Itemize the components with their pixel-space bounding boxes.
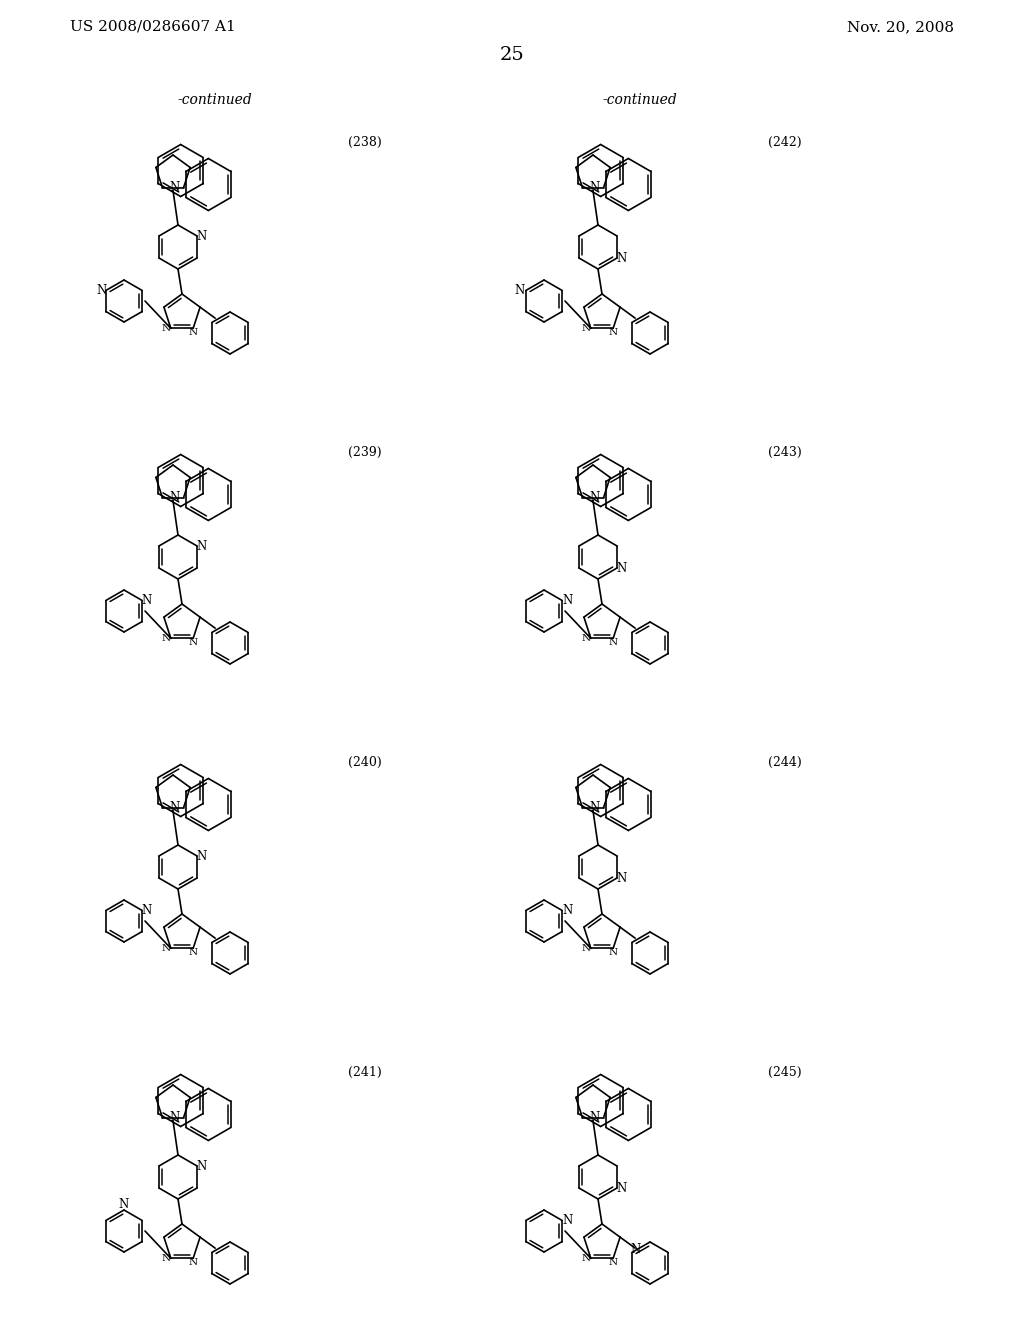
Text: N: N	[590, 1111, 600, 1125]
Text: N: N	[196, 540, 206, 553]
Text: N: N	[161, 634, 170, 643]
Text: 25: 25	[500, 46, 524, 63]
Text: N: N	[615, 871, 627, 884]
Text: N: N	[141, 904, 152, 917]
Text: N: N	[188, 1258, 198, 1267]
Text: N: N	[615, 561, 627, 574]
Text: (239): (239)	[348, 446, 382, 458]
Text: N: N	[608, 948, 617, 957]
Text: N: N	[119, 1197, 129, 1210]
Text: N: N	[170, 491, 180, 504]
Text: N: N	[631, 1243, 641, 1257]
Text: N: N	[582, 944, 591, 953]
Text: (240): (240)	[348, 755, 382, 768]
Text: N: N	[608, 327, 617, 337]
Text: (241): (241)	[348, 1065, 382, 1078]
Text: -continued: -continued	[177, 92, 252, 107]
Text: N: N	[582, 634, 591, 643]
Text: N: N	[188, 327, 198, 337]
Text: -continued: -continued	[603, 92, 677, 107]
Text: N: N	[188, 948, 198, 957]
Text: (244): (244)	[768, 755, 802, 768]
Text: (238): (238)	[348, 136, 382, 149]
Text: N: N	[141, 594, 152, 607]
Text: N: N	[615, 1181, 627, 1195]
Text: N: N	[196, 850, 206, 862]
Text: N: N	[161, 1254, 170, 1263]
Text: N: N	[562, 904, 572, 917]
Text: N: N	[562, 1214, 572, 1228]
Text: N: N	[562, 594, 572, 607]
Text: N: N	[196, 230, 206, 243]
Text: N: N	[608, 1258, 617, 1267]
Text: N: N	[515, 284, 525, 297]
Text: N: N	[170, 181, 180, 194]
Text: N: N	[96, 284, 106, 297]
Text: (243): (243)	[768, 446, 802, 458]
Text: (242): (242)	[768, 136, 802, 149]
Text: N: N	[615, 252, 627, 264]
Text: N: N	[161, 323, 170, 333]
Text: US 2008/0286607 A1: US 2008/0286607 A1	[70, 20, 236, 34]
Text: N: N	[170, 801, 180, 814]
Text: Nov. 20, 2008: Nov. 20, 2008	[847, 20, 954, 34]
Text: N: N	[170, 1111, 180, 1125]
Text: N: N	[582, 1254, 591, 1263]
Text: (245): (245)	[768, 1065, 802, 1078]
Text: N: N	[582, 323, 591, 333]
Text: N: N	[608, 638, 617, 647]
Text: N: N	[161, 944, 170, 953]
Text: N: N	[188, 638, 198, 647]
Text: N: N	[196, 1159, 206, 1172]
Text: N: N	[590, 491, 600, 504]
Text: N: N	[590, 181, 600, 194]
Text: N: N	[590, 801, 600, 814]
